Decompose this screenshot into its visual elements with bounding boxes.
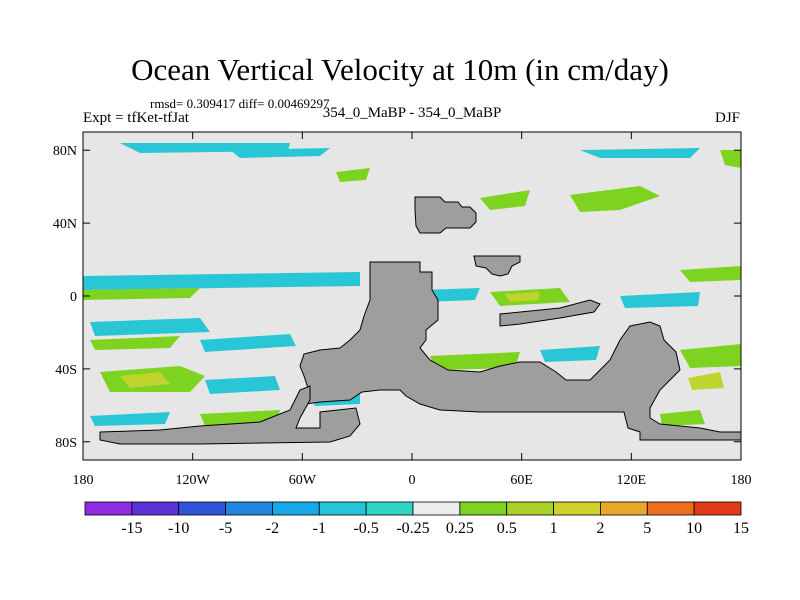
colorbar-label: -0.5 [353, 520, 378, 537]
colorbar-label: 0.5 [497, 520, 517, 537]
comparison-label: 354_0_MaBP - 354_0_MaBP [322, 105, 502, 121]
velocity-field [83, 143, 741, 426]
anomaly-patch [688, 372, 724, 390]
colorbar-label: 15 [733, 520, 749, 537]
colorbar-swatch [318, 501, 367, 516]
colorbar-label: 2 [596, 520, 604, 537]
longitude-axis: 180 120W 60W 0 60E 120E 180 [73, 132, 752, 488]
lon-tick-label: 120W [176, 473, 211, 488]
colorbar-label: -2 [266, 520, 279, 537]
land-mass [473, 255, 521, 277]
colorbar-swatch [412, 501, 461, 516]
map-panel: 80N 40N 0 40S 80S 180 120W 60W 0 60E 120E 180 [53, 131, 752, 488]
colorbar-swatch [600, 501, 648, 516]
colorbar-label: -10 [168, 520, 189, 537]
map-title: Ocean Vertical Velocity at 10m (in cm/da… [131, 52, 669, 87]
lat-tick-label: 0 [70, 290, 77, 305]
anomaly-patch [570, 186, 660, 212]
anomaly-patch [90, 412, 170, 426]
colorbar-label: 1 [550, 520, 558, 537]
colorbar-label: 10 [686, 520, 702, 537]
colorbar-label: 5 [643, 520, 651, 537]
lon-tick-label: 120E [617, 473, 647, 488]
land-mass [414, 196, 477, 234]
colorbar-swatch [365, 501, 414, 516]
colorbar-label: 0.25 [446, 520, 474, 537]
land-mask [99, 196, 742, 445]
anomaly-patch [720, 150, 741, 168]
colorbar-swatch [131, 501, 180, 516]
colorbar-label: -0.25 [396, 520, 429, 537]
colorbar-swatch [506, 501, 554, 516]
anomaly-patch [660, 410, 705, 426]
lon-tick-label: 0 [409, 473, 416, 488]
anomaly-patch [505, 292, 540, 302]
lat-tick-label: 80N [53, 144, 77, 159]
stats-text: rmsd= 0.309417 diff= 0.00469297 [150, 96, 330, 111]
anomaly-patch [680, 266, 741, 282]
season-label: DJF [714, 110, 740, 126]
latitude-axis: 80N 40N 0 40S 80S [53, 144, 741, 451]
colorbar-swatch [459, 501, 508, 516]
colorbar-swatch [693, 501, 742, 516]
colorbar-swatch [553, 501, 601, 516]
colorbar-swatch [178, 501, 226, 516]
anomaly-patch [200, 334, 296, 352]
lon-tick-label: 60W [289, 473, 317, 488]
lat-tick-label: 80S [55, 436, 77, 451]
anomaly-patch [336, 168, 370, 182]
colorbar: -15 -10 -5 -2 -1 -0.5 -0.25 0.25 0.5 1 2 5 10 15 [84, 501, 749, 537]
land-mass [499, 299, 601, 327]
lon-tick-label: 180 [73, 473, 94, 488]
anomaly-patch [430, 352, 520, 370]
experiment-label: Expt = tfKet-tfJat [83, 110, 189, 126]
colorbar-label: -15 [121, 520, 142, 537]
anomaly-patch [83, 288, 200, 300]
colorbar-label: -1 [313, 520, 326, 537]
colorbar-swatch [84, 501, 133, 516]
colorbar-label: -5 [219, 520, 232, 537]
colorbar-swatch [272, 501, 320, 516]
anomaly-patch [680, 344, 741, 368]
anomaly-patch [90, 336, 180, 350]
lon-tick-label: 60E [510, 473, 533, 488]
lat-tick-label: 40N [53, 217, 77, 232]
anomaly-patch [205, 376, 280, 394]
anomaly-patch [90, 318, 210, 336]
colorbar-swatch [225, 501, 273, 516]
lon-tick-label: 180 [731, 473, 752, 488]
anomaly-patch [230, 148, 330, 158]
anomaly-patch [540, 346, 600, 362]
lat-tick-label: 40S [55, 363, 77, 378]
colorbar-swatch [646, 501, 695, 516]
land-mass [99, 385, 361, 445]
anomaly-patch [83, 272, 360, 290]
anomaly-patch [480, 190, 530, 210]
anomaly-patch [620, 292, 700, 308]
anomaly-patch [580, 148, 700, 158]
anomaly-patch [120, 372, 170, 388]
